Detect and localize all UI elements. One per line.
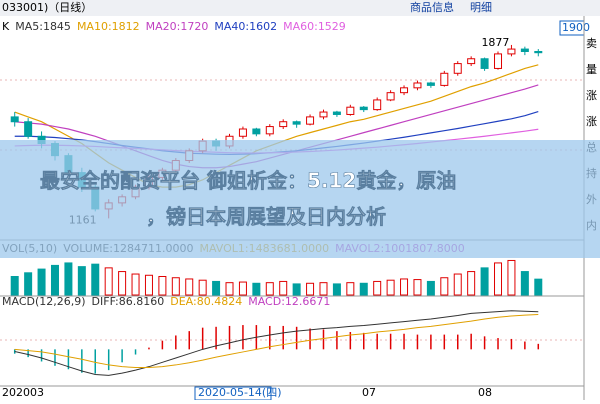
banner	[0, 140, 600, 258]
volume-bar	[346, 282, 355, 296]
candle-body	[467, 58, 476, 65]
legend-item: MACD(12,26,9)	[2, 295, 86, 308]
volume-bar	[64, 262, 73, 296]
volume-bar	[400, 278, 409, 296]
candle-body	[359, 106, 368, 111]
volume-bar	[373, 280, 382, 296]
candle-body	[400, 87, 409, 94]
volume-bar	[306, 282, 315, 296]
volume-bar	[319, 282, 328, 296]
banner-title: ，镑日本周展望及日内分析	[146, 205, 386, 229]
tab[interactable]: 明细	[470, 1, 492, 14]
volume-bar	[91, 263, 100, 296]
volume-bar	[158, 276, 167, 296]
candle-body	[373, 99, 382, 111]
legend-item: MA5:1845	[15, 20, 71, 33]
side-label: 卖	[586, 37, 597, 50]
legend-item: K	[2, 20, 10, 33]
side-label: 涨	[586, 115, 597, 128]
volume-bar	[131, 273, 140, 296]
volume-bar	[467, 271, 476, 296]
candle-body	[386, 92, 395, 101]
side-label: 涨	[586, 89, 597, 102]
candle-body	[292, 121, 301, 125]
volume-bar	[440, 277, 449, 296]
x-label: 2020-05-14(四)	[198, 386, 282, 399]
volume-bar	[279, 280, 288, 296]
price-box-text: 1900	[562, 21, 590, 34]
candle-body	[520, 48, 529, 52]
volume-bar	[292, 283, 301, 296]
candle-body	[306, 116, 315, 125]
volume-bar	[359, 282, 368, 296]
banner-title: 最安全的配资平台 御姐析金：5.12黄金，原油	[40, 169, 456, 193]
side-label: 量	[586, 63, 597, 76]
volume-bar	[10, 276, 19, 296]
volume-bar	[50, 264, 59, 296]
volume-bar	[494, 262, 503, 296]
top-bar	[0, 0, 600, 16]
x-label: 08	[478, 386, 492, 399]
volume-bar	[238, 281, 247, 296]
candle-body	[10, 116, 19, 123]
legend-item: MA60:1529	[283, 20, 346, 33]
candle-body	[534, 50, 543, 54]
macd-line	[14, 310, 539, 376]
volume-bar	[520, 271, 529, 296]
legend-item: MA40:1602	[214, 20, 277, 33]
volume-bar	[332, 283, 341, 296]
volume-bar	[24, 272, 33, 296]
volume-bar	[413, 279, 422, 296]
volume-bar	[104, 267, 113, 296]
volume-bar	[198, 279, 207, 296]
macd-line	[14, 313, 539, 369]
candle-body	[238, 128, 247, 137]
x-label: 202003	[2, 386, 44, 399]
volume-bar	[265, 282, 274, 296]
legend-item: MA10:1812	[77, 20, 140, 33]
volume-bar	[185, 278, 194, 296]
volume-bar	[225, 282, 234, 296]
legend-item: DEA:80.4824	[170, 295, 242, 308]
price-annotation: 1877	[481, 36, 509, 49]
candle-body	[413, 82, 422, 89]
candle-body	[319, 111, 328, 118]
volume-bar	[171, 277, 180, 296]
volume-bar	[426, 280, 435, 296]
candle-body	[252, 128, 261, 135]
x-label: 07	[362, 386, 376, 399]
code: 033001)（日线）	[2, 0, 92, 14]
candle-body	[480, 58, 489, 69]
candle-body	[453, 63, 462, 74]
volume-bar	[118, 271, 127, 296]
legend-item: MA20:1720	[146, 20, 209, 33]
volume-bar	[37, 268, 46, 296]
volume-bar	[453, 273, 462, 296]
volume-bar	[534, 278, 543, 296]
candle-body	[332, 111, 341, 115]
candle-body	[24, 121, 33, 137]
candle-body	[279, 121, 288, 128]
volume-bar	[480, 267, 489, 296]
volume-bar	[252, 282, 261, 296]
candle-body	[440, 72, 449, 86]
candle-body	[346, 106, 355, 115]
volume-bar	[507, 259, 516, 296]
legend-item: DIFF:86.8160	[92, 295, 165, 308]
tab[interactable]: 商品信息	[410, 0, 454, 14]
candle-body	[426, 82, 435, 86]
volume-bar	[144, 274, 153, 296]
candle-body	[494, 53, 503, 69]
legend-item: MACD:12.6671	[248, 295, 330, 308]
volume-bar	[386, 279, 395, 296]
volume-bar	[212, 280, 221, 296]
candle-body	[265, 126, 274, 135]
candle-body	[507, 48, 516, 55]
volume-bar	[77, 266, 86, 296]
